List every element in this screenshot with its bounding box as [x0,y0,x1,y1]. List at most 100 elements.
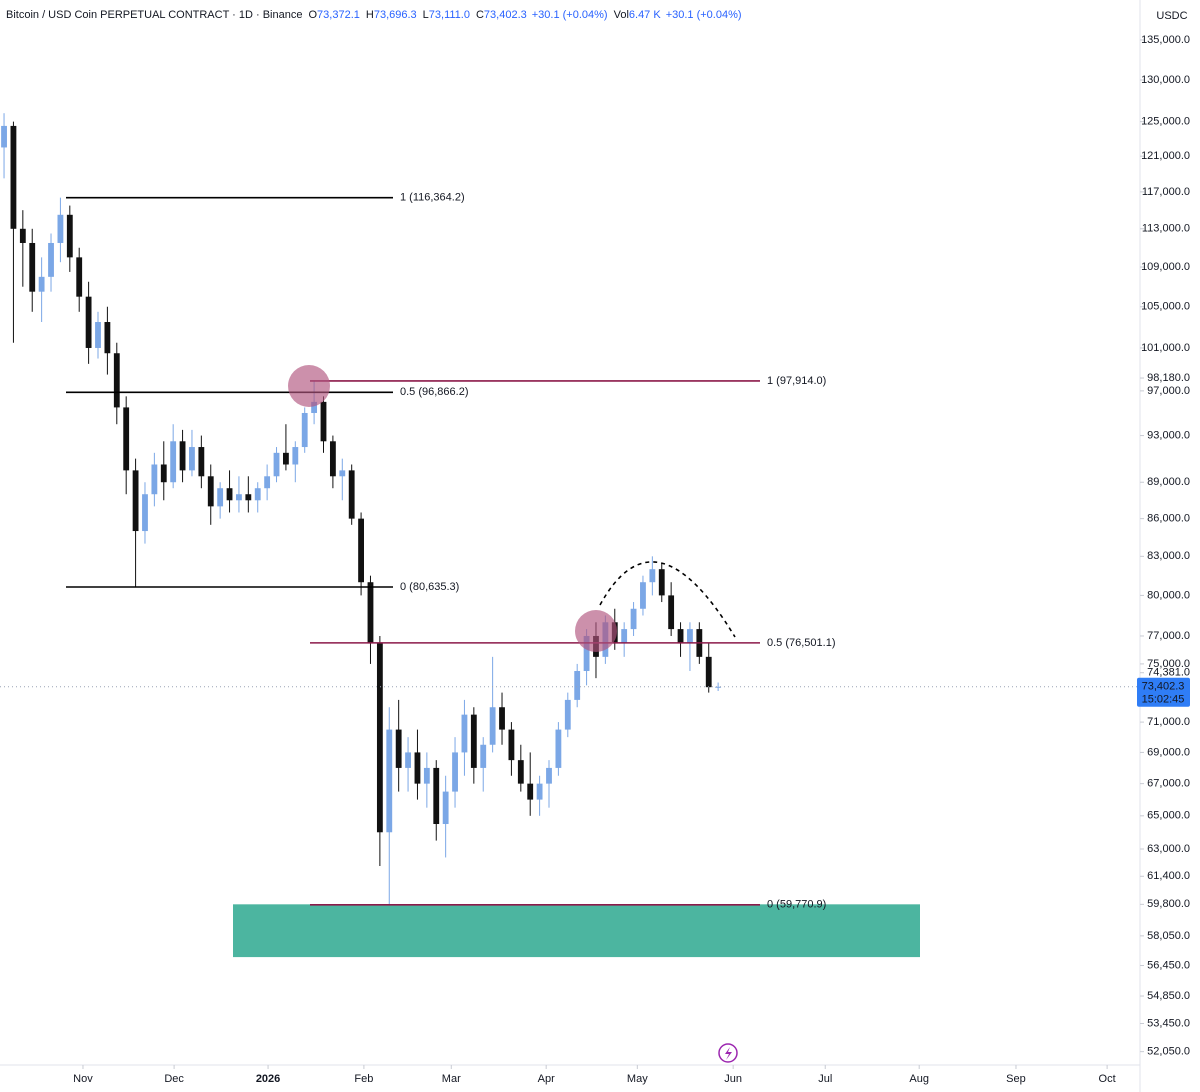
candle-body [113,353,120,408]
lightning-glyph [725,1047,732,1060]
candle-body [405,752,411,768]
candle-layer [1,113,722,905]
currency-label: USDC [1156,10,1187,22]
fib-label: 0 (59,770.9) [767,899,826,911]
candle-body [57,214,64,243]
candle-body [574,671,581,700]
candle-body [621,629,628,643]
volume-key: Vol [614,9,629,21]
candle-body [179,441,186,471]
header: Bitcoin / USD Coin PERPETUAL CONTRACT · … [6,9,742,21]
lightning-icon[interactable] [718,1043,738,1063]
y-tick-label: 89,000.0 [1147,476,1190,488]
candle-body [348,470,355,519]
candle-body [160,464,167,483]
countdown: 15:02:45 [1142,694,1185,706]
y-tick-label: 80,000.0 [1147,589,1190,601]
candle-body [10,125,17,229]
y-tick-label: 97,000.0 [1147,385,1190,397]
x-tick-label: Feb [354,1073,373,1085]
ohlc-value: 73,402.3 [484,9,527,21]
candle-body [564,699,571,730]
candle-body [217,488,224,507]
y-tick-label: 121,000.0 [1141,150,1190,162]
candle-body [132,470,139,532]
candle-body [583,635,590,672]
candle-body [245,494,252,501]
x-tick-label: Aug [909,1073,929,1085]
y-tick-label: 69,000.0 [1147,746,1190,758]
y-tick-label: 58,050.0 [1147,930,1190,942]
fib-label: 0 (80,635.3) [400,581,459,593]
candle-body [189,447,195,471]
candle-body [489,707,496,745]
y-tick-label: 52,050.0 [1147,1046,1190,1058]
candle-body [433,767,440,825]
x-tick-label: Oct [1099,1073,1116,1085]
candle-body [207,476,214,507]
dome-curve [599,561,736,638]
candle-body [677,629,684,643]
y-tick-label: 75,000.0 [1147,658,1190,670]
candle-body [470,714,477,768]
y-tick-label: 56,450.0 [1147,959,1190,971]
y-tick-label: 61,400.0 [1147,870,1190,882]
fib-label: 1 (116,364.2) [400,192,465,204]
y-tick-label: 77,000.0 [1147,630,1190,642]
candle-body [19,228,26,243]
last-price-label: 73,402.3 [1142,681,1185,693]
ohlc-value: 73,372.1 [317,9,360,21]
candle-body [151,464,158,495]
candle-body [649,569,656,583]
candle-body [658,569,665,596]
candle-body [687,629,693,643]
candle-body [226,488,233,501]
candle-body [517,760,524,784]
x-tick-label: Jun [724,1073,742,1085]
candle-body [142,494,148,532]
candle-body [452,752,458,792]
highlight-circle [575,610,617,652]
y-tick-label: 59,800.0 [1147,898,1190,910]
candle-body [29,242,36,292]
candle-body [555,729,562,768]
y-tick-label: 54,850.0 [1147,990,1190,1002]
y-tick-label: 71,000.0 [1147,716,1190,728]
candle-body [527,783,534,800]
candle-body [546,767,552,784]
last-price-badge [1137,677,1190,707]
x-tick-label: Sep [1006,1073,1026,1085]
y-tick-label: 130,000.0 [1141,74,1190,86]
y-tick-label: 65,000.0 [1147,810,1190,822]
candle-body [630,608,637,630]
ohlc-key: C [476,9,484,21]
candle-body [254,488,261,501]
y-tick-label: 125,000.0 [1141,116,1190,128]
x-tick-label: May [627,1073,648,1085]
candle-body [339,470,346,477]
fib-label: 1 (97,914.0) [767,375,826,387]
x-tick-label: Mar [442,1073,461,1085]
candle-body [48,242,54,277]
candle-body [640,582,646,609]
x-tick-label: 2026 [256,1073,280,1085]
candle-body [395,729,402,768]
candle-body [499,707,505,730]
ohlc-value: 73,696.3 [374,9,417,21]
axis-layer: 135,000.0 130,000.0 125,000.0 121,000.0 117,… [0,34,1190,1085]
y-tick-label: 113,000.0 [1142,223,1190,235]
y-tick-label: 109,000.0 [1141,261,1190,273]
y-tick-label: 117,000.0 [1142,186,1190,198]
candle-body [198,447,205,477]
candle-body [386,729,393,833]
candle-body [264,476,271,489]
x-tick-label: Apr [538,1073,555,1085]
candle-body [705,656,712,688]
y-tick-label: 63,000.0 [1147,843,1190,855]
candle-body [536,783,543,800]
candle-body [76,257,83,297]
highlight-circle [288,365,330,407]
candle-body [423,767,430,784]
candle-body [236,494,242,501]
candle-body [668,595,675,630]
